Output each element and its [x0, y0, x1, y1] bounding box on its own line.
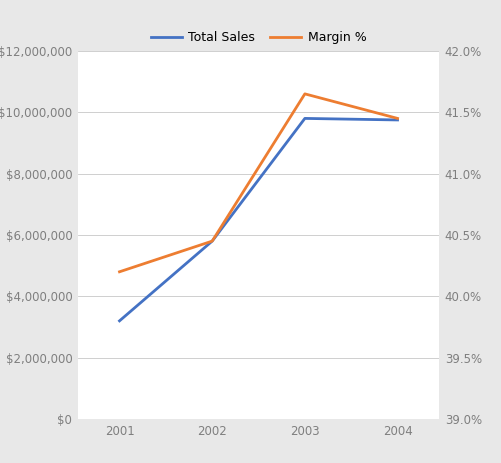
- Legend: Total Sales, Margin %: Total Sales, Margin %: [145, 26, 371, 49]
